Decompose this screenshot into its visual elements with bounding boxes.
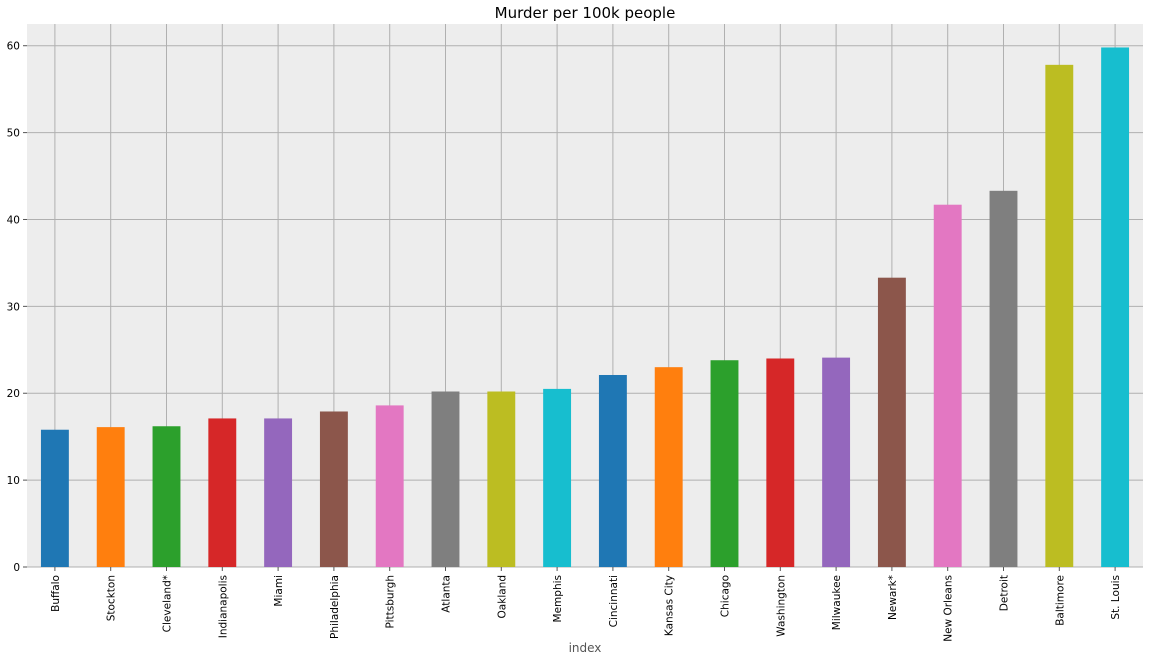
bar-newark [877,277,906,567]
bar-new-orleans [933,204,962,568]
bar-oakland [487,391,516,567]
chart-title: Murder per 100k people [495,4,676,22]
bar-stockton [96,427,125,567]
bar-cleveland [152,426,181,567]
bar-milwaukee [822,357,851,567]
x-tick-label: Atlanta [441,575,453,613]
x-tick-label: Philadelphia [329,575,341,639]
x-tick-label: Washington [775,575,787,637]
x-tick-label: Stockton [106,575,118,621]
bar-washington [766,358,795,567]
x-tick-label: New Orleans [943,575,955,642]
y-tick-label: 10 [7,475,20,487]
x-axis-label: index [569,641,602,655]
bar-miami [264,418,293,567]
y-tick-label: 50 [7,128,20,140]
bar-indianapolis [208,418,237,567]
bar-philadelphia [319,411,348,567]
x-tick-label: Kansas City [664,575,676,636]
x-tick-label: Oakland [496,575,508,618]
x-tick-label: Milwaukee [831,575,843,630]
bar-pittsburgh [375,405,404,567]
bar-memphis [543,388,572,567]
bar-baltimore [1045,64,1074,567]
x-tick-label: Baltimore [1054,575,1066,626]
x-tick-label: St. Louis [1110,575,1122,620]
x-tick-label: Newark* [887,575,899,620]
x-tick-label: Cleveland* [162,575,174,632]
y-axis: 0 10 20 30 40 50 60 [7,41,27,574]
bar-buffalo [40,429,69,567]
x-tick-label: Cincinnati [608,575,620,627]
plot-background [27,24,1143,567]
x-tick-label: Buffalo [50,575,62,612]
y-tick-label: 60 [7,41,20,53]
bar-detroit [989,190,1018,567]
y-tick-label: 0 [13,562,20,574]
x-axis: Buffalo Stockton Cleveland* Indianapolis Mia… [50,567,1122,642]
bar-kansas-city [654,367,683,567]
x-tick-label: Detroit [999,575,1011,611]
y-tick-label: 40 [7,214,20,226]
bar-cincinnati [598,374,627,567]
x-tick-label: Memphis [552,575,564,622]
x-tick-label: Miami [273,575,285,607]
x-tick-label: Chicago [720,575,732,617]
bar-chicago [710,360,739,567]
bar-st-louis [1101,47,1130,568]
bar-atlanta [431,391,460,567]
x-tick-label: Indianapolis [217,575,229,638]
x-tick-label: Pittsburgh [385,575,397,629]
y-tick-label: 30 [7,301,20,313]
bars [40,47,1130,568]
y-tick-label: 20 [7,388,20,400]
